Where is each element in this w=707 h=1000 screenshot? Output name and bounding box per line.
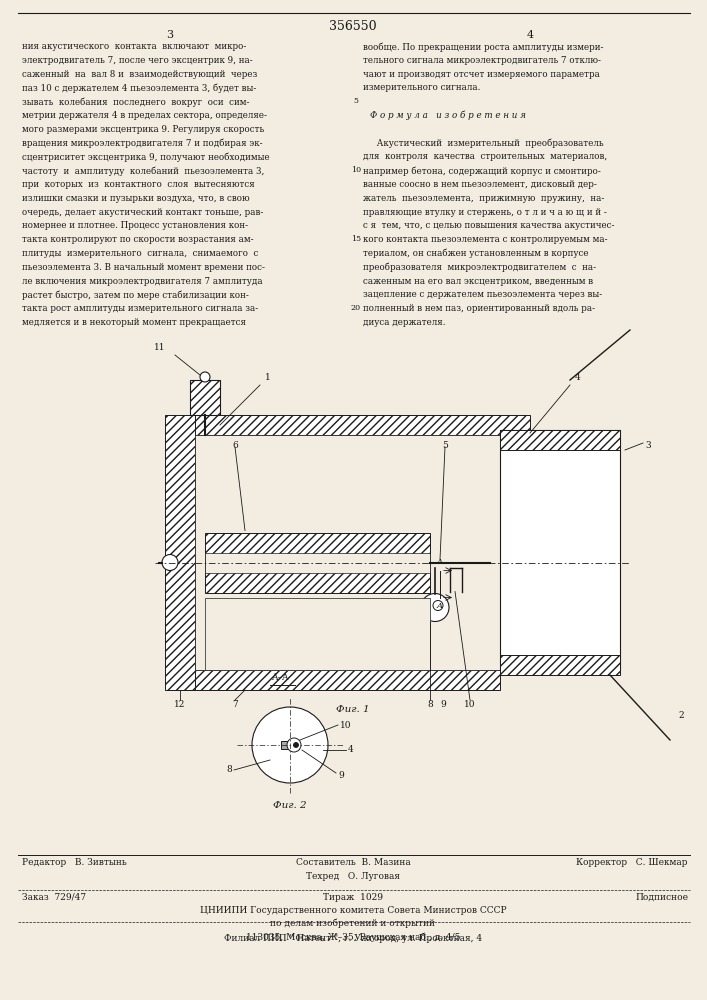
- Text: плитуды  измерительного  сигнала,  снимаемого  с: плитуды измерительного сигнала, снимаемо…: [22, 249, 258, 258]
- Text: 3: 3: [166, 30, 173, 40]
- Text: номернее и плотнее. Процесс установления кон-: номернее и плотнее. Процесс установления…: [22, 221, 248, 230]
- Text: 10: 10: [351, 166, 361, 174]
- Text: ния акустического  контакта  включают  микро-: ния акустического контакта включают микр…: [22, 42, 246, 51]
- Circle shape: [293, 742, 298, 748]
- Text: Ф о р м у л а   и з о б р е т е н и я: Ф о р м у л а и з о б р е т е н и я: [370, 111, 526, 120]
- Bar: [185, 670, 500, 690]
- Text: полненный в нем паз, ориентированный вдоль ра-: полненный в нем паз, ориентированный вдо…: [363, 304, 595, 313]
- Text: зацепление с держателем пьезоэлемента через вы-: зацепление с держателем пьезоэлемента че…: [363, 290, 602, 299]
- Bar: [205, 597, 430, 670]
- Text: Корректор   С. Шекмар: Корректор С. Шекмар: [576, 858, 688, 867]
- Bar: [500, 655, 620, 675]
- Text: саженный  на  вал 8 и  взаимодействующий  через: саженный на вал 8 и взаимодействующий че…: [22, 70, 257, 79]
- Text: териалом, он снабжен установленным в корпусе: териалом, он снабжен установленным в кор…: [363, 249, 588, 258]
- Text: Фиг. 1: Фиг. 1: [337, 705, 370, 714]
- Text: Заказ  729/47: Заказ 729/47: [22, 893, 86, 902]
- Text: 4: 4: [575, 373, 580, 382]
- Text: такта контролируют по скорости возрастания ам-: такта контролируют по скорости возрастан…: [22, 235, 254, 244]
- Bar: [190, 380, 220, 415]
- Bar: [185, 415, 530, 435]
- Text: такта рост амплитуды измерительного сигнала за-: такта рост амплитуды измерительного сигн…: [22, 304, 258, 313]
- Text: Акустический  измерительный  преобразователь: Акустический измерительный преобразовате…: [363, 139, 604, 148]
- Text: Подписное: Подписное: [635, 893, 688, 902]
- Text: с я  тем, что, с целью повышения качества акустичес-: с я тем, что, с целью повышения качества…: [363, 221, 614, 230]
- Text: Тираж  1029: Тираж 1029: [323, 893, 383, 902]
- Text: зывать  колебания  последнего  вокруг  оси  сим-: зывать колебания последнего вокруг оси с…: [22, 97, 250, 107]
- Text: вращения микроэлектродвигателя 7 и подбирая эк-: вращения микроэлектродвигателя 7 и подби…: [22, 139, 262, 148]
- Text: измерительного сигнала.: измерительного сигнала.: [363, 83, 480, 92]
- Text: Фиг. 2: Фиг. 2: [273, 801, 307, 810]
- Text: при  которых  из  контактного  слоя  вытесняются: при которых из контактного слоя вытесняю…: [22, 180, 255, 189]
- Text: 7: 7: [232, 700, 238, 709]
- Text: по делам изобретений и открытий: по делам изобретений и открытий: [271, 919, 436, 928]
- Text: 4: 4: [348, 746, 354, 754]
- Text: 2: 2: [678, 710, 684, 720]
- Text: растет быстро, затем по мере стабилизации кон-: растет быстро, затем по мере стабилизаци…: [22, 290, 249, 300]
- Text: 10: 10: [340, 720, 351, 730]
- Text: 4: 4: [527, 30, 534, 40]
- Text: кого контакта пьезоэлемента с контролируемым ма-: кого контакта пьезоэлемента с контролиру…: [363, 235, 607, 244]
- Text: 5: 5: [354, 97, 358, 105]
- Text: тельного сигнала микроэлектродвигатель 7 отклю-: тельного сигнала микроэлектродвигатель 7…: [363, 56, 601, 65]
- Text: 11: 11: [153, 343, 165, 352]
- Circle shape: [421, 593, 449, 621]
- Bar: [165, 415, 195, 690]
- Bar: [500, 430, 620, 450]
- Text: A–A: A–A: [271, 673, 288, 682]
- Text: ле включения микроэлектродвигателя 7 амплитуда: ле включения микроэлектродвигателя 7 амп…: [22, 277, 262, 286]
- Text: Редактор   В. Зивтынь: Редактор В. Зивтынь: [22, 858, 127, 867]
- Circle shape: [287, 738, 301, 752]
- Text: 8: 8: [427, 700, 433, 709]
- Text: A: A: [437, 558, 443, 566]
- Text: сцентриситет эксцентрика 9, получают необходимые: сцентриситет эксцентрика 9, получают нео…: [22, 152, 269, 162]
- Text: для  контроля  качества  строительных  материалов,: для контроля качества строительных матер…: [363, 152, 607, 161]
- Bar: [205, 552, 430, 572]
- Text: пьезоэлемента 3. В начальный момент времени пос-: пьезоэлемента 3. В начальный момент врем…: [22, 263, 265, 272]
- Circle shape: [200, 372, 210, 382]
- Text: медляется и в некоторый момент прекращается: медляется и в некоторый момент прекращае…: [22, 318, 246, 327]
- Text: A: A: [437, 602, 443, 610]
- Text: Составитель  В. Мазина: Составитель В. Мазина: [296, 858, 410, 867]
- Text: 6: 6: [232, 440, 238, 450]
- Text: 5: 5: [442, 440, 448, 450]
- Text: частоту  и  амплитуду  колебаний  пьезоэлемента 3,: частоту и амплитуду колебаний пьезоэлеме…: [22, 166, 264, 176]
- Text: паз 10 с держателем 4 пьезоэлемента 3, будет вы-: паз 10 с держателем 4 пьезоэлемента 3, б…: [22, 83, 257, 93]
- Text: жатель  пьезоэлемента,  прижимную  пружину,  на-: жатель пьезоэлемента, прижимную пружину,…: [363, 194, 604, 203]
- Text: 1: 1: [265, 373, 271, 382]
- Text: Филиал ПИП " Патент ", г. Ужгород, ул. Проектная, 4: Филиал ПИП " Патент ", г. Ужгород, ул. П…: [224, 934, 482, 943]
- Circle shape: [433, 600, 443, 610]
- Text: 9: 9: [440, 700, 446, 709]
- Text: 113035, Москва, Ж–35, Раушская наб., д. 4/5: 113035, Москва, Ж–35, Раушская наб., д. …: [246, 932, 460, 942]
- Text: метрии держателя 4 в пределах сектора, определяе-: метрии держателя 4 в пределах сектора, о…: [22, 111, 267, 120]
- Text: вообще. По прекращении роста амплитуды измери-: вообще. По прекращении роста амплитуды и…: [363, 42, 604, 51]
- Circle shape: [252, 707, 328, 783]
- Text: например бетона, содержащий корпус и смонтиро-: например бетона, содержащий корпус и смо…: [363, 166, 601, 176]
- Bar: [281, 741, 299, 749]
- Text: 20: 20: [351, 304, 361, 312]
- Text: диуса держателя.: диуса держателя.: [363, 318, 445, 327]
- Bar: [205, 532, 430, 592]
- Text: электродвигатель 7, после чего эксцентрик 9, на-: электродвигатель 7, после чего эксцентри…: [22, 56, 252, 65]
- Bar: [500, 430, 620, 670]
- Text: 8: 8: [226, 766, 232, 774]
- Text: правляющие втулку и стержень, о т л и ч а ю щ и й -: правляющие втулку и стержень, о т л и ч …: [363, 208, 607, 217]
- Text: очередь, делает акустический контакт тоньше, рав-: очередь, делает акустический контакт тон…: [22, 208, 264, 217]
- Text: 356550: 356550: [329, 20, 377, 33]
- Text: преобразователя  микроэлектродвигателем  с  на-: преобразователя микроэлектродвигателем с…: [363, 263, 596, 272]
- Text: 10: 10: [464, 700, 476, 709]
- Text: ЦНИИПИ Государственного комитета Совета Министров СССР: ЦНИИПИ Государственного комитета Совета …: [199, 906, 506, 915]
- Text: саженным на его вал эксцентриком, введенным в: саженным на его вал эксцентриком, введен…: [363, 277, 593, 286]
- Bar: [195, 435, 500, 670]
- Text: 15: 15: [351, 235, 361, 243]
- Text: излишки смазки и пузырьки воздуха, что, в свою: излишки смазки и пузырьки воздуха, что, …: [22, 194, 250, 203]
- Text: 12: 12: [175, 700, 186, 709]
- Circle shape: [162, 554, 178, 570]
- Text: 9: 9: [338, 770, 344, 780]
- Text: 3: 3: [645, 440, 650, 450]
- Text: мого размерами эксцентрика 9. Регулируя скорость: мого размерами эксцентрика 9. Регулируя …: [22, 125, 264, 134]
- Text: ванные соосно в нем пьезоэлемент, дисковый дер-: ванные соосно в нем пьезоэлемент, дисков…: [363, 180, 597, 189]
- Text: чают и производят отсчет измеряемого параметра: чают и производят отсчет измеряемого пар…: [363, 70, 600, 79]
- Text: Техред   О. Луговая: Техред О. Луговая: [306, 872, 400, 881]
